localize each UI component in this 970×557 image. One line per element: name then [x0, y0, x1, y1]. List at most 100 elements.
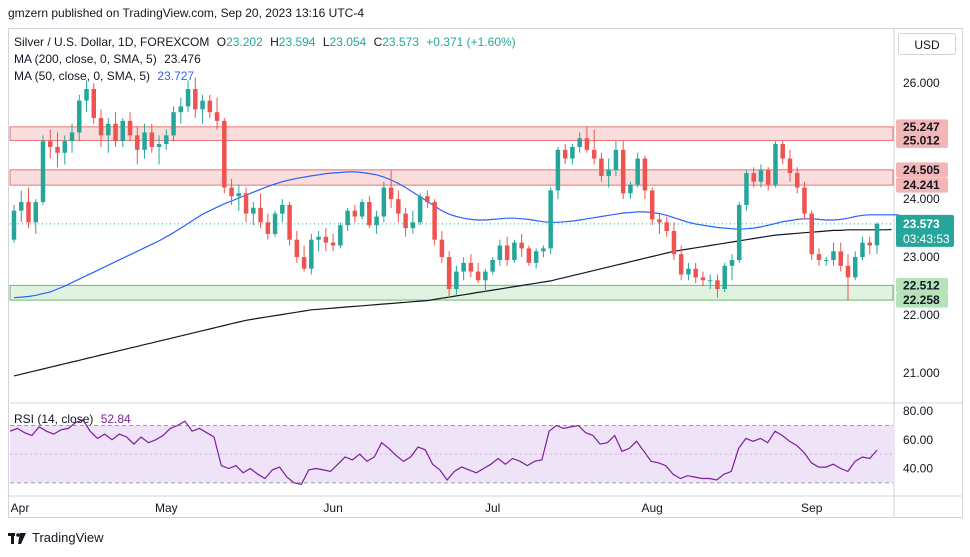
- candle: [838, 242, 843, 272]
- candle: [149, 123, 155, 153]
- candle: [519, 233, 524, 258]
- candle-body: [649, 190, 655, 220]
- candle: [555, 146, 561, 200]
- candle: [222, 117, 227, 194]
- candle: [446, 251, 452, 298]
- candle: [243, 187, 249, 223]
- candle: [657, 213, 662, 234]
- footer-brand[interactable]: TradingView: [8, 530, 104, 545]
- candle: [831, 242, 836, 266]
- ma50-line: [13, 171, 899, 299]
- candle: [127, 112, 133, 142]
- candle-body: [345, 210, 350, 226]
- candle: [309, 233, 314, 275]
- zone-bottom-tag: 25.012: [896, 132, 948, 148]
- candle-body: [69, 132, 75, 142]
- last-price-label: 23.573: [903, 217, 940, 231]
- publisher-header: gmzern published on TradingView.com, Sep…: [8, 6, 364, 20]
- zone-top-tag: 24.505: [896, 162, 948, 178]
- zone-bottom-tag: 24.241: [896, 177, 948, 193]
- candle: [185, 80, 191, 113]
- candle: [744, 170, 749, 211]
- candle-body: [461, 262, 466, 272]
- candle-body: [715, 280, 720, 289]
- candle-body: [236, 193, 242, 197]
- candle: [461, 257, 466, 281]
- footer-brand-label: TradingView: [32, 530, 104, 545]
- candle-body: [367, 202, 372, 226]
- candle-body: [338, 225, 343, 246]
- candle: [845, 254, 851, 301]
- rsi-line: [9, 419, 878, 485]
- candle-body: [845, 265, 851, 278]
- candle: [475, 262, 481, 284]
- candle-body: [758, 170, 764, 182]
- candle-body: [323, 236, 329, 243]
- candle-body: [396, 199, 401, 214]
- candle-body: [751, 173, 756, 182]
- symbol-name[interactable]: Silver / U.S. Dollar, 1D, FOREXCOM: [14, 35, 210, 49]
- legend-rsi-row[interactable]: RSI (14, close) 52.84: [14, 412, 131, 426]
- candle-body: [765, 170, 771, 185]
- price-change: +0.371 (+1.60%): [426, 35, 516, 49]
- ohlc-open-label: O: [216, 35, 227, 49]
- candle: [649, 187, 655, 226]
- candle-body: [700, 277, 706, 281]
- candle-body: [258, 207, 263, 223]
- candle: [548, 187, 553, 255]
- candle-body: [483, 271, 488, 281]
- candle-body: [352, 210, 358, 217]
- candle-body: [381, 187, 387, 217]
- candle: [802, 181, 807, 220]
- candles-layer: [11, 77, 880, 301]
- candle-body: [265, 222, 271, 234]
- candle-body: [693, 268, 698, 278]
- candle-body: [439, 239, 445, 258]
- candle: [693, 262, 698, 284]
- ohlc-open: 23.202: [226, 35, 263, 49]
- candle: [301, 245, 307, 272]
- zone-bottom-tag-text: 24.241: [903, 178, 940, 192]
- currency-button[interactable]: USD: [898, 33, 956, 55]
- candle-body: [62, 141, 68, 153]
- candle-body: [417, 196, 423, 223]
- candle: [113, 112, 118, 147]
- candle: [287, 202, 292, 246]
- candle-body: [113, 123, 118, 142]
- price-tick-label: 26.000: [903, 76, 940, 90]
- candle: [294, 231, 300, 263]
- candle-body: [214, 112, 220, 121]
- candle-body: [512, 242, 517, 260]
- candle: [628, 181, 633, 200]
- tradingview-logo-icon: [8, 532, 26, 544]
- candle-body: [301, 257, 307, 269]
- time-tick-label: Jun: [323, 501, 342, 515]
- candle-body: [200, 100, 205, 110]
- candle: [758, 164, 764, 188]
- candle-body: [526, 248, 532, 263]
- candle: [765, 167, 771, 191]
- legend-ma50-row[interactable]: MA (50, close, 0, SMA, 5) 23.727: [14, 69, 194, 83]
- candle-body: [135, 135, 140, 150]
- candle-body: [156, 144, 162, 147]
- candle: [55, 132, 60, 168]
- candle-body: [142, 132, 147, 150]
- candle-body: [686, 268, 691, 275]
- candle: [265, 213, 271, 240]
- zone-support-2: [9, 284, 894, 301]
- time-tick-label: Apr: [11, 501, 30, 515]
- candle-body: [780, 144, 785, 159]
- legend-ma200-row[interactable]: MA (200, close, 0, SMA, 5) 23.476: [14, 52, 201, 66]
- candle: [62, 135, 68, 165]
- candle: [396, 190, 401, 223]
- candle-body: [613, 149, 619, 171]
- candle: [591, 129, 597, 165]
- candle: [338, 222, 343, 249]
- zone-top-tag: 22.512: [896, 277, 948, 293]
- candle: [135, 126, 140, 165]
- price-tick-label: 24.000: [903, 192, 940, 206]
- candle: [200, 94, 205, 124]
- rsi-label: RSI (14, close): [14, 412, 94, 426]
- candle-body: [490, 259, 495, 272]
